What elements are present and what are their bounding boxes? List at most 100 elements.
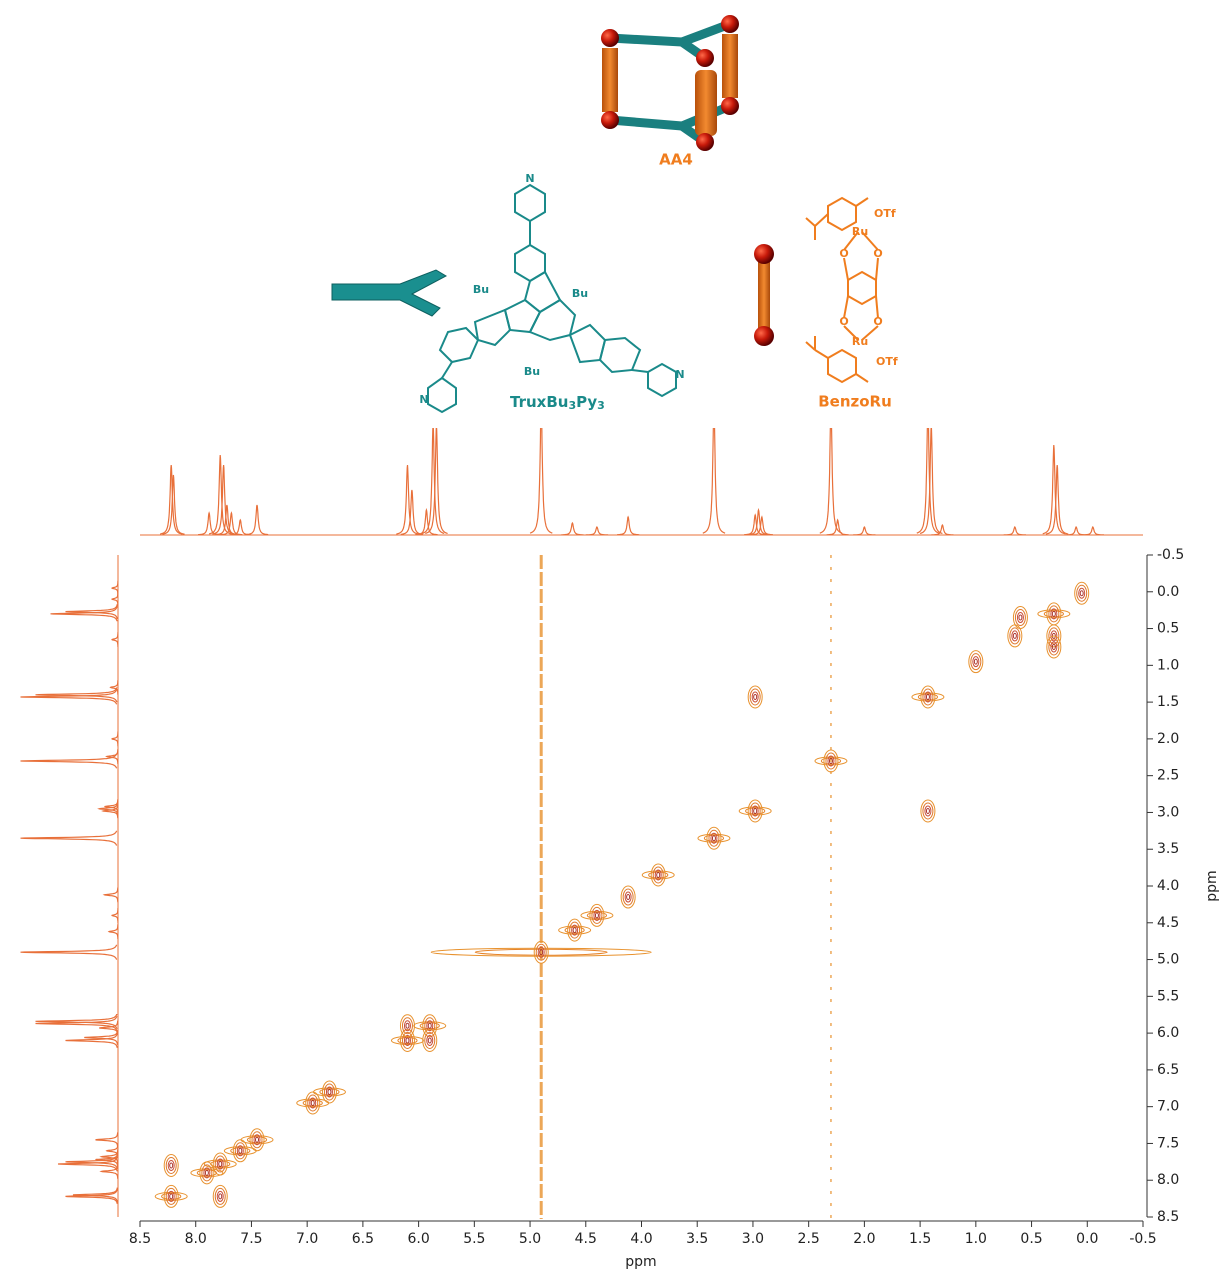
contour xyxy=(424,1031,436,1049)
spectrum-peak xyxy=(111,632,119,647)
spectrum-peak xyxy=(99,1149,119,1165)
contour xyxy=(814,756,848,766)
contour xyxy=(203,1159,237,1169)
contour xyxy=(567,918,583,942)
contour xyxy=(426,1034,434,1046)
linker-label: BenzoRu xyxy=(818,393,892,411)
contour xyxy=(589,903,605,927)
spectrum-peak xyxy=(220,511,243,536)
contour xyxy=(1048,605,1060,623)
x-tick-label: 1.5 xyxy=(909,1231,931,1247)
cross-peak xyxy=(738,799,772,823)
atom-label: O xyxy=(873,315,882,328)
contour xyxy=(823,749,839,773)
contour xyxy=(403,1020,411,1032)
x-tick-label: 7.5 xyxy=(240,1231,262,1247)
contour xyxy=(236,1145,244,1157)
y-tick-label: 1.0 xyxy=(1157,657,1179,673)
spectrum-peak xyxy=(109,680,119,695)
x-tick-label: 6.5 xyxy=(352,1231,374,1247)
cross-peak xyxy=(580,903,614,927)
atom-label: Ru xyxy=(852,225,868,238)
contour xyxy=(1009,627,1021,645)
spectrum-peak xyxy=(65,1032,118,1049)
cage-label: AA4 xyxy=(659,151,693,169)
spectrum-peak xyxy=(826,518,849,536)
contour xyxy=(232,1139,248,1163)
linker-icon xyxy=(754,244,774,346)
atom-label: Bu xyxy=(572,287,588,300)
cross-peak xyxy=(190,1161,224,1185)
contour xyxy=(427,1037,432,1044)
y-tick-label: 3.5 xyxy=(1157,841,1179,857)
spectrum-peak xyxy=(35,1013,118,1029)
spectrum-peak xyxy=(99,1020,119,1036)
contour xyxy=(751,805,759,817)
contour xyxy=(533,940,549,964)
contour xyxy=(1076,584,1088,602)
ligand-name: TruxBu xyxy=(510,393,568,411)
contour xyxy=(255,1136,260,1143)
contour xyxy=(204,1169,209,1176)
x-tick-label: 5.5 xyxy=(463,1231,485,1247)
spectrum-peak xyxy=(20,753,118,769)
cross-peak xyxy=(1046,635,1062,659)
contour xyxy=(925,693,930,700)
contour xyxy=(214,1187,226,1205)
x-tick-label: 8.0 xyxy=(185,1231,207,1247)
atom-label: O xyxy=(839,315,848,328)
cross-peak xyxy=(296,1091,330,1115)
y-tick-label: 1.5 xyxy=(1157,694,1179,710)
contour xyxy=(214,1155,226,1173)
cross-peak xyxy=(430,940,652,964)
atom-label: N xyxy=(675,368,684,381)
contour xyxy=(310,1099,315,1106)
x-tick-label: -0.5 xyxy=(1129,1231,1156,1247)
contour xyxy=(323,1083,335,1101)
atom-label: Ru xyxy=(852,335,868,348)
contour xyxy=(1051,643,1056,650)
spectrum-peak xyxy=(111,731,119,747)
cross-peak xyxy=(390,1028,424,1052)
contour xyxy=(216,1190,224,1202)
y-tick-label: 2.5 xyxy=(1157,768,1179,784)
contour xyxy=(922,688,934,706)
x-tick-label: 1.0 xyxy=(965,1231,987,1247)
x-axis-label: ppm xyxy=(625,1254,656,1270)
contour xyxy=(594,912,599,919)
cage-diagram: AA4 xyxy=(601,15,739,169)
contour xyxy=(624,891,632,903)
ligand-name: 3 xyxy=(597,399,605,412)
contour xyxy=(911,692,945,702)
contour xyxy=(305,1091,321,1115)
left-projection xyxy=(20,555,119,1217)
contour xyxy=(656,871,661,878)
cross-peak xyxy=(413,1014,447,1038)
contour xyxy=(321,1080,337,1104)
spectrum-peak xyxy=(1081,526,1104,536)
contour xyxy=(973,658,978,665)
contour xyxy=(569,921,581,939)
x-tick-label: 4.5 xyxy=(575,1231,597,1247)
contour xyxy=(706,826,722,850)
ligand-structure xyxy=(427,183,677,414)
y-tick-label: 8.5 xyxy=(1157,1209,1179,1225)
cross-peak xyxy=(747,685,763,709)
cross-peak xyxy=(1046,624,1062,648)
contour xyxy=(593,909,601,921)
contour xyxy=(1050,608,1058,620)
contour xyxy=(710,832,718,844)
contour xyxy=(654,869,662,881)
contour xyxy=(738,806,772,816)
spectrum-peak xyxy=(425,428,448,534)
contour xyxy=(234,1142,246,1160)
contour xyxy=(426,1020,434,1032)
contour xyxy=(422,1014,438,1038)
y-tick-label: 6.5 xyxy=(1157,1062,1179,1078)
contour xyxy=(970,653,982,671)
contour xyxy=(325,1086,333,1098)
contour xyxy=(968,650,984,674)
y-tick-label: -0.5 xyxy=(1157,547,1184,563)
cross-peak xyxy=(422,1028,438,1052)
